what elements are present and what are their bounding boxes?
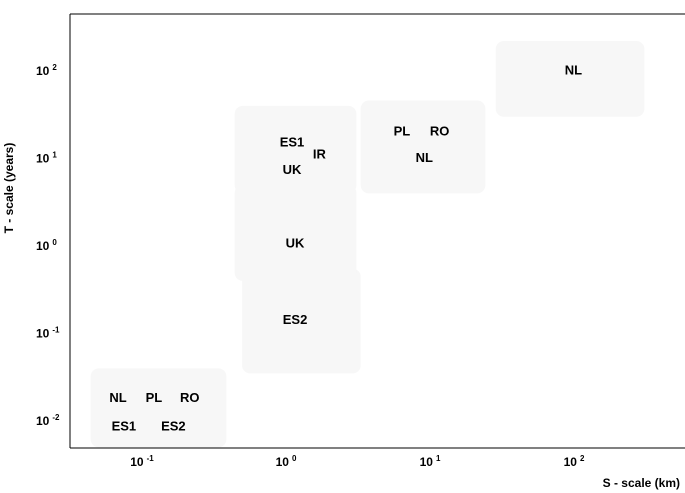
region-label: ES2 (283, 312, 308, 327)
region-label: UK (283, 162, 302, 177)
y-axis-title: T - scale (years) (2, 143, 16, 234)
region-labels: NL PL RO ES1 ES2 ES2 UK ES1 UK IR PL RO NL NL (109, 62, 582, 433)
region-box-3 (234, 184, 357, 281)
region-label: RO (430, 124, 450, 139)
region-box-2 (242, 268, 361, 374)
x-tick-label: 10 0 (276, 454, 297, 469)
region-label: PL (394, 124, 411, 139)
region-box-5 (360, 100, 486, 194)
region-label: ES1 (280, 135, 305, 150)
y-tick-label: 10 2 (36, 63, 57, 78)
region-label: PL (146, 390, 163, 405)
region-box-4 (234, 105, 357, 194)
x-tick-label: 10 1 (420, 454, 441, 469)
region-label: RO (180, 390, 200, 405)
region-label: NL (565, 62, 582, 77)
region-box-1 (90, 368, 227, 448)
x-tick-label: 10 -1 (130, 454, 154, 469)
y-tick-label: 10 -1 (36, 326, 60, 341)
y-tick-label: 10 1 (36, 151, 57, 166)
y-tick-label: 10 -2 (36, 413, 60, 428)
region-label: UK (286, 236, 305, 251)
region-label: NL (416, 150, 433, 165)
x-axis-title: S - scale (km) (603, 476, 680, 490)
region-label: IR (313, 146, 327, 161)
region-label: ES2 (161, 419, 186, 434)
x-tick-labels: 10 -1 10 0 10 1 10 2 (130, 454, 585, 469)
region-boxes (90, 41, 645, 448)
region-label: NL (109, 390, 126, 405)
region-label: ES1 (112, 419, 137, 434)
region-box-6 (495, 41, 645, 117)
y-tick-label: 10 0 (36, 238, 57, 253)
x-tick-label: 10 2 (564, 454, 585, 469)
